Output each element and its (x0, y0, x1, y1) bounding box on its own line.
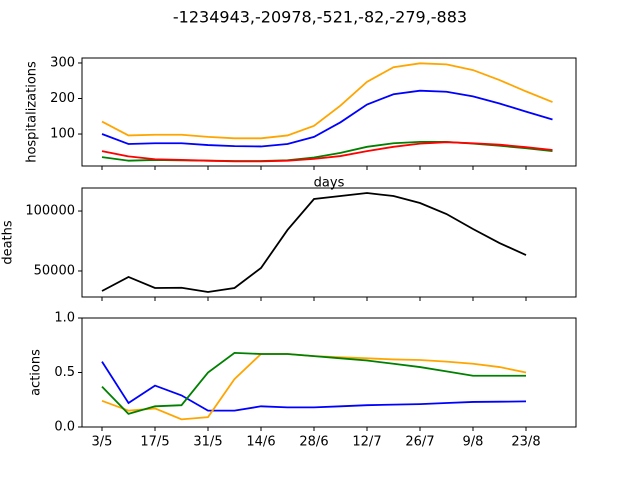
y-axis-label: deaths (1, 220, 16, 265)
line-series (101, 192, 527, 293)
x-axis-label: days (314, 176, 345, 191)
line-series (101, 141, 553, 163)
y-tick-label: 1.0 (54, 311, 75, 326)
line-series (101, 361, 527, 412)
plot-frame (81, 187, 577, 298)
x-tick-label: 3/5 (92, 435, 113, 450)
y-tick-label: 300 (50, 55, 75, 70)
y-tick-label: 100 (50, 127, 75, 142)
figure-title: -1234943,-20978,-521,-82,-279,-883 (173, 8, 467, 27)
plot-frame (81, 317, 577, 428)
line-series (101, 351, 526, 415)
line-series (101, 353, 527, 421)
x-tick-label: 14/6 (246, 435, 275, 450)
x-tick-label: 26/7 (405, 435, 434, 450)
x-tick-label: 17/5 (140, 435, 169, 450)
line-series (101, 89, 553, 148)
x-tick-label: 12/7 (352, 435, 381, 450)
y-tick-label: 50000 (34, 263, 75, 278)
y-axis-label: actions (29, 349, 44, 396)
plot-frame (81, 57, 577, 167)
x-tick-label: 28/6 (299, 435, 328, 450)
x-tick-label: 9/8 (463, 435, 484, 450)
y-tick-label: 100000 (25, 204, 75, 219)
y-tick-label: 0.5 (54, 365, 75, 380)
y-tick-label: 200 (50, 91, 75, 106)
line-series (101, 62, 553, 140)
x-tick-label: 23/8 (511, 435, 540, 450)
x-tick-label: 31/5 (193, 435, 222, 450)
y-axis-label: hospitalizations (25, 61, 40, 163)
y-tick-label: 0.0 (54, 420, 75, 435)
